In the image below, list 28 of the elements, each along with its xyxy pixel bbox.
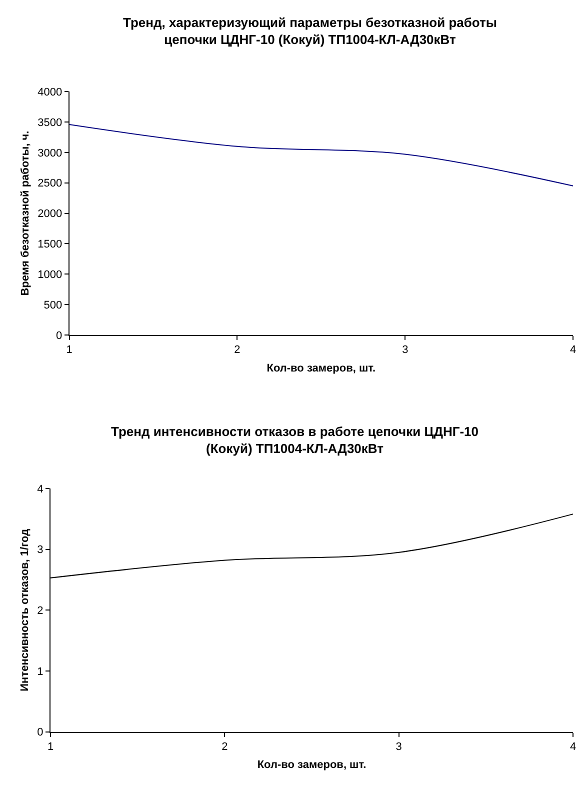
y-tick-label: 1500 xyxy=(38,238,62,251)
y-tick-label: 3500 xyxy=(38,116,62,129)
x-tick-label: 4 xyxy=(570,344,576,356)
x-axis-title: Кол-во замеров, шт. xyxy=(257,759,366,772)
y-tick-label: 500 xyxy=(44,299,62,312)
x-tick-label: 3 xyxy=(402,344,408,356)
y-axis-title: Время безотказной работы, ч. xyxy=(19,130,32,296)
y-tick-label: 1000 xyxy=(38,268,62,281)
y-tick-label: 4 xyxy=(37,483,44,496)
y-tick-label: 3 xyxy=(37,544,44,556)
y-tick-label: 0 xyxy=(37,726,44,739)
x-tick-label: 1 xyxy=(66,344,72,356)
line-series xyxy=(69,124,574,186)
y-tick-label: 3000 xyxy=(38,147,62,160)
y-tick-label: 4000 xyxy=(38,86,62,99)
x-tick-label: 4 xyxy=(570,740,576,753)
y-tick-label: 2500 xyxy=(38,178,62,190)
y-tick-label: 2 xyxy=(37,604,44,617)
chart-title: Тренд интенсивности отказов в работе цепочки ЦДНГ-10 (Кокуй) ТП1004-КЛ-АД30кВт xyxy=(111,424,479,456)
chart-title: Тренд, характеризующий параметры безотказной работы цепочки ЦДНГ-10 (Кокуй) ТП1004-КЛ-АД30кВт xyxy=(123,15,498,47)
y-tick-label: 0 xyxy=(56,330,62,342)
y-tick-label: 1 xyxy=(37,666,44,678)
x-tick-label: 2 xyxy=(222,740,228,753)
x-tick-label: 2 xyxy=(234,344,240,356)
y-axis-title: Интенсивность отказов, 1/год xyxy=(18,528,31,692)
x-tick-label: 3 xyxy=(396,740,402,753)
x-axis-title: Кол-во замеров, шт. xyxy=(266,362,376,374)
y-tick-label: 2000 xyxy=(38,208,62,220)
